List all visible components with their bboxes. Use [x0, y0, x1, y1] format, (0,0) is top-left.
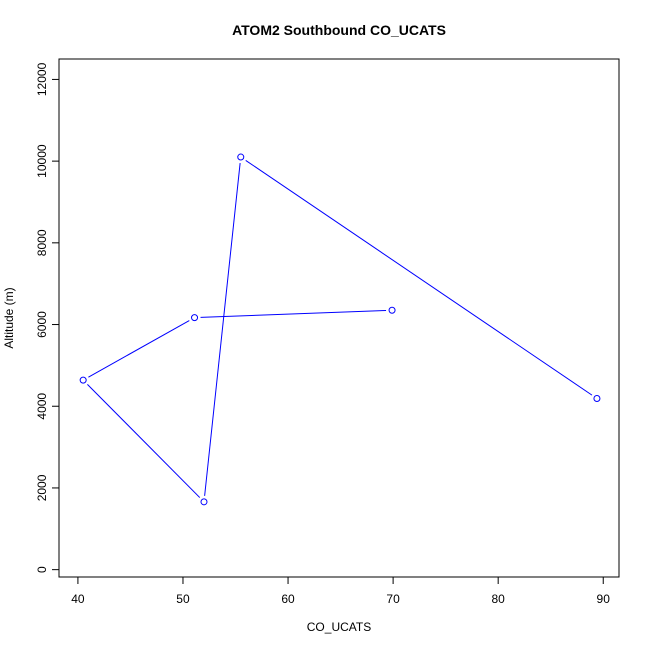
x-tick-label: 50 [176, 592, 190, 606]
y-tick-label: 2000 [35, 474, 49, 501]
plot-frame [58, 58, 620, 578]
x-tick-label: 90 [597, 592, 611, 606]
y-tick-label: 6000 [35, 311, 49, 338]
data-point [388, 306, 396, 314]
x-tick-label: 40 [71, 592, 85, 606]
data-point [191, 314, 199, 322]
x-axis-label: CO_UCATS [307, 620, 371, 634]
series-line-segment [200, 309, 387, 318]
y-axis-label: Altitude (m) [2, 287, 16, 348]
series-line-segment [88, 320, 190, 378]
y-tick-label: 4000 [35, 393, 49, 420]
y-axis: 0 2000 4000 6000 8000 10000 12000 [35, 62, 60, 573]
data-point [200, 498, 208, 506]
series-line-segment [87, 384, 201, 498]
x-tick-label: 80 [491, 592, 505, 606]
x-axis: 40 50 60 70 80 90 [71, 576, 611, 606]
y-tick-label: 10000 [35, 144, 49, 178]
y-tick-label: 0 [35, 566, 49, 573]
series-line-segment [204, 162, 241, 496]
series-line-segment [245, 159, 593, 396]
data-point [237, 153, 245, 161]
y-tick-label: 8000 [35, 229, 49, 256]
chart-title: ATOM2 Southbound CO_UCATS [232, 22, 446, 38]
x-tick-label: 60 [281, 592, 295, 606]
x-tick-label: 70 [386, 592, 400, 606]
data-point [593, 394, 601, 402]
data-point [79, 376, 87, 384]
y-tick-label: 12000 [35, 62, 49, 96]
series-layer [79, 153, 601, 506]
